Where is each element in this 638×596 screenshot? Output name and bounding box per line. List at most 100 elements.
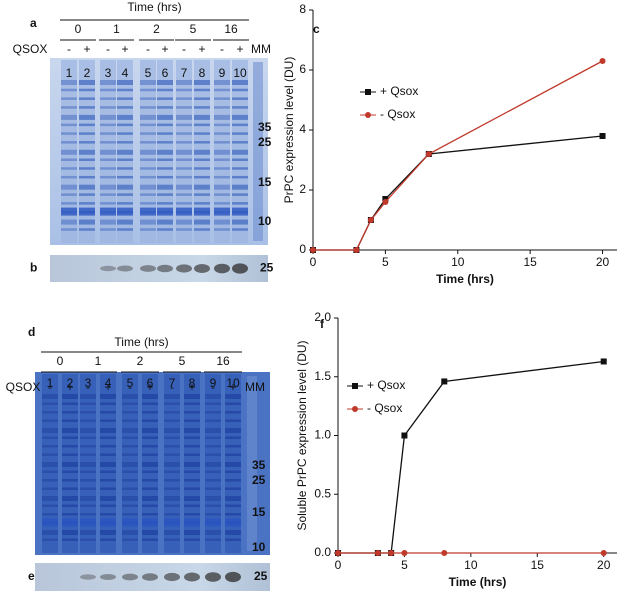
y-tick-label: 6 — [299, 62, 306, 76]
gel-band — [164, 470, 180, 473]
gel-band — [100, 419, 116, 422]
gel-band — [100, 462, 116, 467]
gel-band — [117, 193, 133, 196]
gel-band — [42, 428, 58, 433]
gel-band — [194, 207, 210, 216]
gel-band — [42, 394, 58, 399]
gel-band — [117, 202, 133, 205]
gel-band — [194, 88, 210, 92]
gel-band — [62, 428, 78, 433]
gel-band — [122, 470, 138, 473]
x-tick-label: 15 — [531, 558, 545, 572]
series-line — [313, 60, 603, 251]
gel-band — [117, 228, 133, 231]
mm-label: MM — [245, 380, 265, 394]
qsox-sign: - — [106, 42, 110, 56]
y-tick-label: 2.0 — [314, 310, 331, 324]
gel-band — [194, 193, 210, 196]
gel-band — [164, 504, 180, 507]
gel-band — [61, 158, 77, 161]
gel-band — [184, 504, 200, 507]
gel-band — [100, 487, 116, 490]
gel-band — [176, 149, 192, 155]
gel-band — [100, 513, 116, 516]
x-tick-label: 0 — [335, 558, 342, 572]
gel-band — [194, 123, 210, 127]
gel-band — [80, 479, 96, 482]
point — [401, 550, 408, 556]
gel-band — [232, 132, 248, 135]
lane-number: 4 — [105, 376, 112, 390]
blot-band — [164, 572, 180, 582]
y-tick-label: 0.5 — [314, 486, 331, 500]
gel-band — [157, 167, 173, 170]
gel-band — [232, 219, 248, 225]
gel-band — [62, 504, 78, 507]
panel-letter: f — [320, 317, 325, 331]
gel-band — [184, 428, 200, 433]
gel-band — [117, 167, 133, 170]
gel-band — [232, 158, 248, 161]
gel-band — [100, 123, 116, 127]
gel-band — [61, 132, 77, 135]
gel-band — [194, 158, 210, 161]
gel-band — [80, 462, 96, 467]
gel-band — [194, 228, 210, 231]
gel-band — [122, 513, 138, 516]
gel-band — [62, 479, 78, 482]
gel-band — [100, 504, 116, 507]
gel-band — [100, 228, 116, 231]
gel-band — [142, 394, 158, 399]
gel-band — [100, 106, 116, 109]
gel-band — [117, 123, 133, 127]
lane-number: 2 — [84, 66, 91, 80]
legend-label: - Qsox — [367, 401, 402, 415]
lane-number: 10 — [233, 66, 247, 80]
marker-lane — [253, 62, 263, 241]
gel-band — [184, 479, 200, 482]
gel-band — [142, 504, 158, 507]
gel-band — [164, 487, 180, 490]
gel-band — [164, 496, 180, 501]
gel-band — [225, 428, 241, 433]
gel-band — [122, 436, 138, 439]
gel-band — [184, 419, 200, 422]
gel-band — [214, 193, 230, 196]
gel-band — [117, 132, 133, 135]
gel-band — [79, 184, 95, 190]
gel-band — [194, 167, 210, 170]
qsox-sign: + — [161, 42, 168, 56]
gel-band — [142, 436, 158, 439]
gel-band — [176, 106, 192, 109]
gel-band — [62, 445, 78, 448]
gel-band — [232, 141, 248, 144]
gel-band — [232, 228, 248, 231]
qsox-sign: - — [128, 380, 132, 394]
gel-band — [100, 97, 116, 100]
gel-band — [205, 411, 221, 414]
gel-band — [157, 80, 173, 85]
gel-band — [79, 141, 95, 144]
time-point: 16 — [216, 354, 230, 368]
blot-band — [117, 265, 133, 272]
lane-number: 1 — [47, 376, 54, 390]
gel-band — [205, 530, 221, 535]
gel-band — [42, 530, 58, 535]
gel-band — [79, 193, 95, 196]
gel-band — [140, 184, 156, 190]
gel-band — [100, 530, 116, 535]
gel-band — [100, 158, 116, 161]
qsox-sign: + — [146, 380, 153, 394]
y-tick-label: 0.0 — [314, 545, 331, 559]
lane-number: 5 — [145, 66, 152, 80]
blot-band — [194, 264, 210, 273]
gel-band — [100, 470, 116, 473]
gel-band — [100, 518, 116, 527]
gel-band — [100, 88, 116, 92]
gel-band — [80, 428, 96, 433]
lane-number: 9 — [219, 66, 226, 80]
gel-band — [225, 513, 241, 516]
legend-marker — [365, 112, 371, 118]
blot-band — [225, 571, 241, 583]
gel-band — [142, 411, 158, 414]
